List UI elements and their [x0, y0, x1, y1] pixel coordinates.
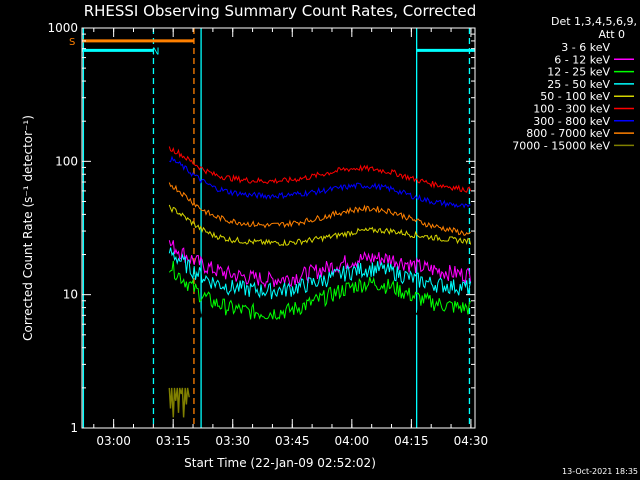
legend-header-attenuator: Att 0 [599, 28, 625, 41]
x-tick-label: 03:30 [215, 434, 250, 448]
legend-header-detectors: Det 1,3,4,5,6,9, [551, 15, 637, 28]
x-tick-label: 04:15 [394, 434, 429, 448]
x-tick-label: 03:45 [275, 434, 310, 448]
series-line [168, 240, 472, 289]
series-line [169, 155, 471, 209]
x-tick-label: 03:15 [156, 434, 191, 448]
flag-label: N [152, 46, 159, 57]
plot-frame [81, 27, 476, 429]
x-tick-label: 04:00 [335, 434, 370, 448]
y-axis-title: Corrected Count Rate (s⁻¹ detector⁻¹) [21, 115, 35, 341]
series-line [168, 204, 472, 247]
x-axis: 03:00 03:15 03:30 03:45 04:00 04:15 04:30 [93, 28, 489, 448]
legend-label: 100 - 300 keV [533, 103, 610, 116]
y-tick-label: 1 [70, 421, 78, 435]
series-line [168, 387, 190, 418]
legend-label: 300 - 800 keV [533, 115, 610, 128]
x-axis-title: Start Time (22-Jan-09 02:52:02) [184, 456, 376, 470]
x-tick-label: 03:00 [96, 434, 131, 448]
legend-label: 50 - 100 keV [540, 90, 610, 103]
x-tick-label: 04:30 [454, 434, 489, 448]
legend-label: 25 - 50 keV [547, 78, 610, 91]
legend-label: 3 - 6 keV [561, 41, 610, 54]
legend-label: 6 - 12 keV [554, 53, 610, 66]
legend-label: 800 - 7000 keV [526, 127, 610, 140]
series-line [168, 146, 472, 193]
y-tick-label: 100 [55, 154, 78, 168]
legend-label: 12 - 25 keV [547, 66, 610, 79]
footer-timestamp: 13-Oct-2021 18:35 [562, 467, 638, 476]
y-tick-label: 1000 [47, 21, 78, 35]
series-line [169, 279, 471, 340]
series-line [168, 182, 471, 237]
chart-title: RHESSI Observing Summary Count Rates, Co… [84, 2, 477, 20]
series-line [168, 247, 472, 300]
y-axis: 1 10 100 1000 [47, 21, 475, 435]
plot-content: SN [69, 28, 475, 428]
flag-label: S [69, 37, 75, 48]
series-line [168, 260, 472, 321]
y-tick-label: 10 [63, 288, 78, 302]
legend-label: 7000 - 15000 keV [512, 139, 610, 152]
